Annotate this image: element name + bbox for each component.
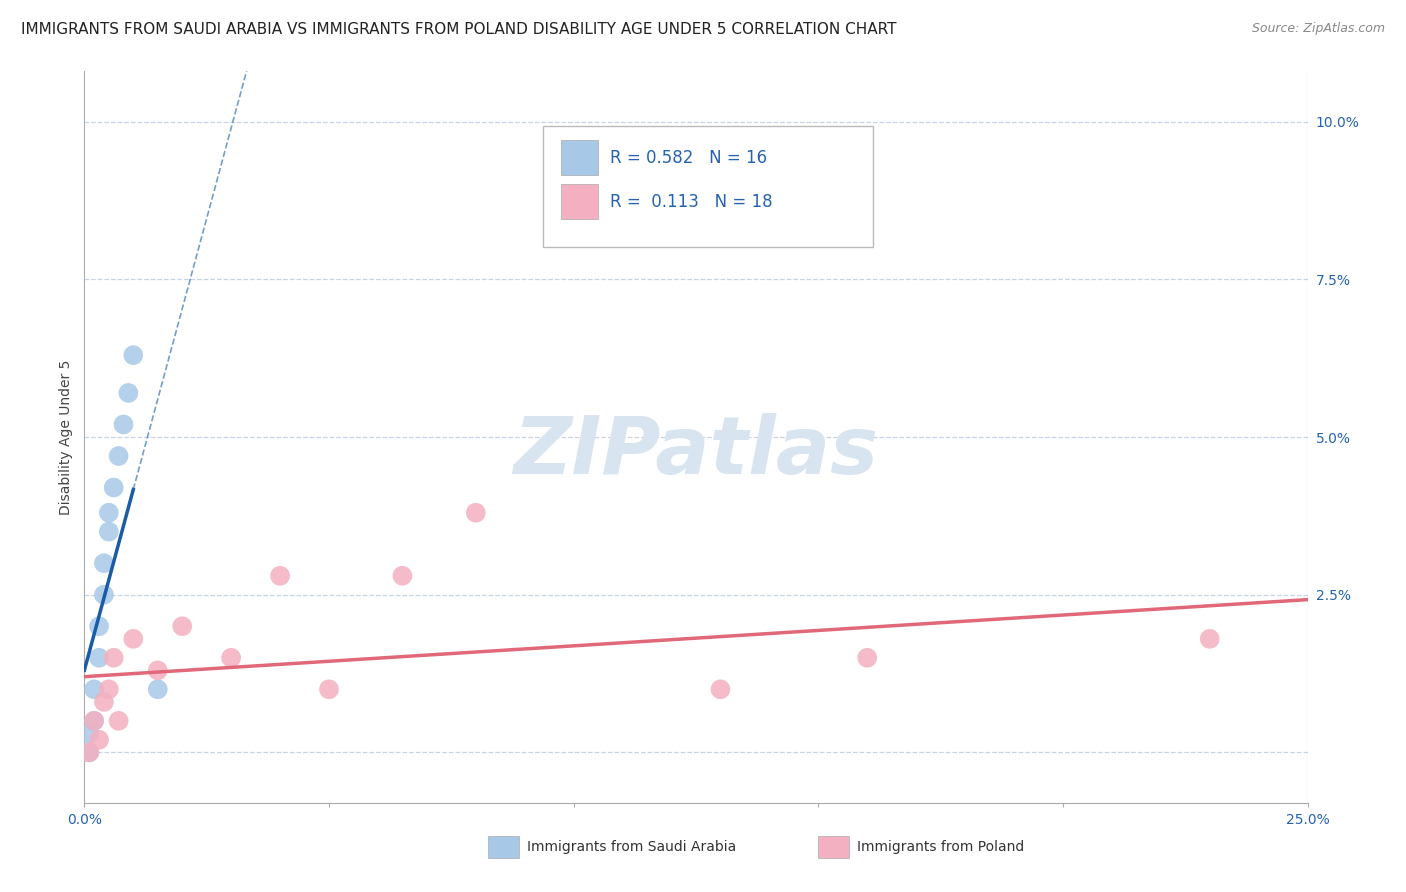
Point [97,682,120,697]
Point [87,619,110,633]
Point [122,632,145,646]
Point [87,732,110,747]
Point [83,714,105,728]
Point [269,569,291,583]
Text: R = 0.582   N = 16: R = 0.582 N = 16 [610,149,768,167]
Point [103,481,125,495]
Point [77,745,100,759]
Point [391,569,413,583]
Point [1198,632,1220,646]
FancyBboxPatch shape [543,126,873,247]
Text: Source: ZipAtlas.com: Source: ZipAtlas.com [1251,22,1385,36]
Point [107,449,129,463]
Point [146,682,169,697]
Point [103,650,125,665]
Point [172,619,194,633]
Point [93,588,115,602]
Point [117,386,139,401]
Point [146,664,169,678]
Bar [561,184,598,219]
Point [93,556,115,570]
Text: IMMIGRANTS FROM SAUDI ARABIA VS IMMIGRANTS FROM POLAND DISABILITY AGE UNDER 5 CO: IMMIGRANTS FROM SAUDI ARABIA VS IMMIGRAN… [21,22,897,37]
Point [856,650,879,665]
Bar [561,140,598,175]
Point [107,714,129,728]
Point [83,714,105,728]
Point [77,745,100,759]
Point [122,348,145,362]
Point [87,650,110,665]
Text: ZIPatlas: ZIPatlas [513,413,879,491]
Point [709,682,731,697]
Bar [818,836,849,858]
Text: Immigrants from Poland: Immigrants from Poland [858,839,1025,854]
Point [97,506,120,520]
Text: Immigrants from Saudi Arabia: Immigrants from Saudi Arabia [527,839,737,854]
Point [112,417,135,432]
Point [97,524,120,539]
Y-axis label: Disability Age Under 5: Disability Age Under 5 [59,359,73,515]
Point [77,726,100,740]
Point [318,682,340,697]
Point [93,695,115,709]
Bar [488,836,519,858]
Point [464,506,486,520]
Point [219,650,242,665]
Point [83,682,105,697]
Text: R =  0.113   N = 18: R = 0.113 N = 18 [610,193,773,211]
